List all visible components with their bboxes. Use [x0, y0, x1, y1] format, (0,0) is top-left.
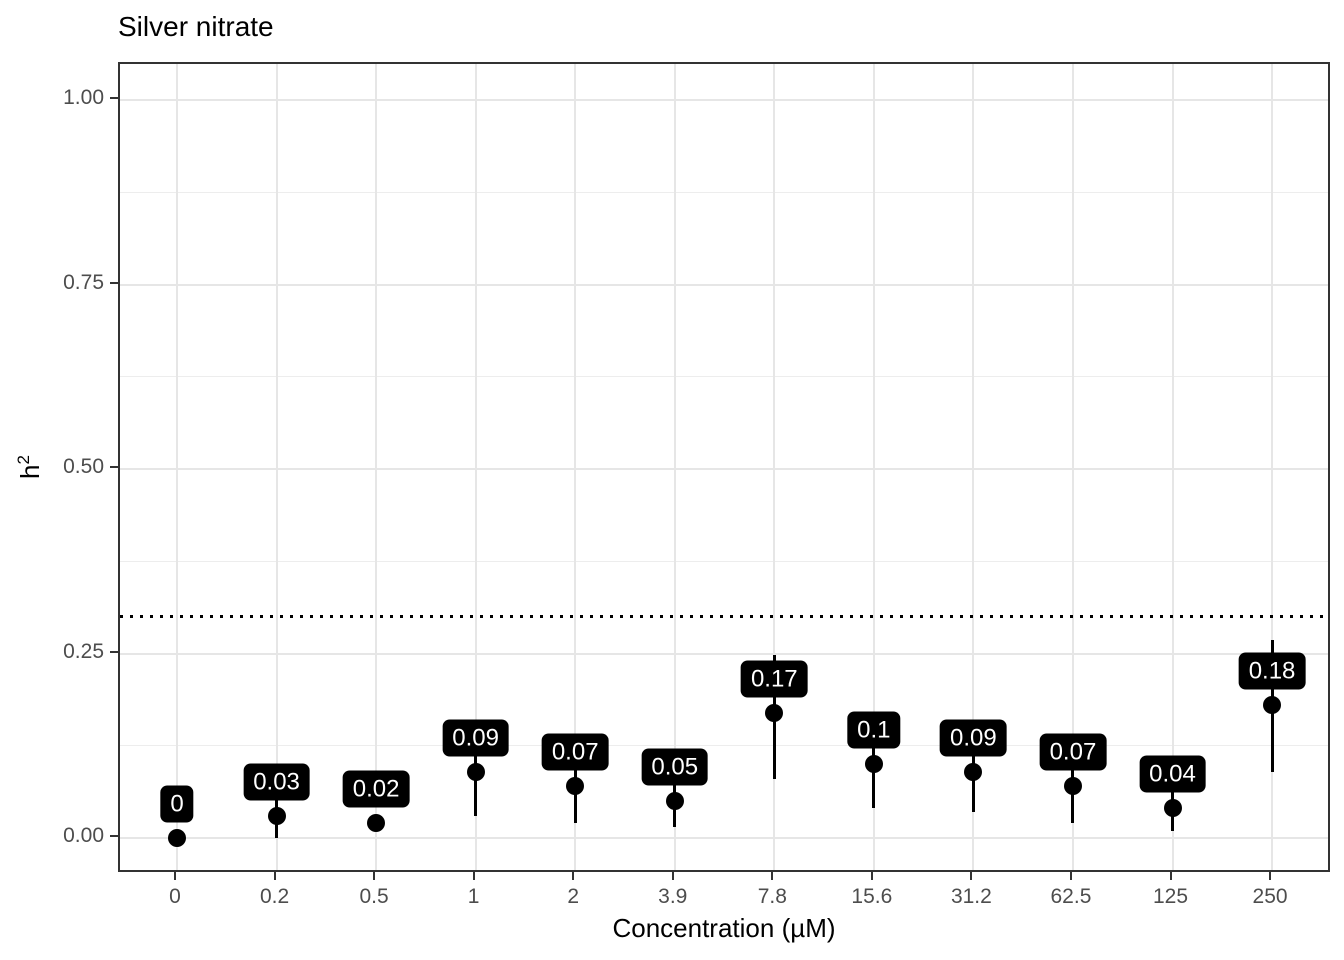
- point-label: 0: [160, 785, 194, 823]
- x-tick: [870, 872, 873, 880]
- y-tick-label: 0.25: [63, 639, 104, 663]
- x-tick-label: 0: [169, 885, 181, 908]
- grid-line-major-v: [574, 64, 577, 870]
- y-axis-title-base: h: [14, 464, 45, 479]
- x-tick: [174, 872, 176, 880]
- x-tick: [671, 872, 674, 880]
- data-point: [367, 814, 386, 833]
- data-point: [1263, 696, 1282, 715]
- point-label: 0.07: [541, 733, 609, 771]
- grid-line-major-v: [972, 64, 975, 870]
- grid-line-minor-h: [120, 560, 1328, 562]
- data-point: [267, 806, 286, 825]
- data-point: [1063, 777, 1082, 796]
- point-label: 0.18: [1238, 652, 1306, 690]
- grid-line-major-v: [176, 64, 178, 870]
- x-tick-label: 2: [567, 885, 580, 908]
- data-point: [964, 762, 983, 781]
- y-axis-title: h2: [14, 455, 46, 479]
- data-point: [1163, 799, 1182, 818]
- point-label: 0.04: [1139, 755, 1206, 793]
- y-tick: [110, 835, 118, 837]
- x-tick: [1169, 872, 1172, 880]
- data-point: [665, 792, 684, 811]
- grid-line-minor-h: [120, 745, 1328, 747]
- point-label: 0.05: [641, 748, 709, 786]
- y-tick: [110, 281, 118, 284]
- point-label: 0.09: [940, 719, 1007, 757]
- point-label: 0.09: [442, 719, 509, 757]
- grid-line-major-h: [120, 283, 1328, 286]
- plot-panel: 0 0.03 0.02 0.09 0.07 0.05 0.17 0.1 0.09 0.07 0.04…: [118, 62, 1330, 872]
- data-point: [168, 829, 186, 847]
- x-tick-label: 3.9: [658, 885, 688, 908]
- grid-line-major-v: [1171, 64, 1174, 870]
- point-label: 0.1: [847, 711, 901, 749]
- x-tick: [472, 872, 475, 880]
- data-point: [765, 703, 784, 722]
- point-label: 0.02: [342, 770, 410, 808]
- grid-line-major-v: [1271, 64, 1274, 870]
- grid-line-major-v: [275, 64, 278, 870]
- reference-line: [120, 615, 1328, 619]
- x-tick: [373, 872, 376, 880]
- grid-line-major-v: [1071, 64, 1074, 870]
- grid-line-major-h: [120, 99, 1328, 101]
- y-axis-title-exponent: 2: [14, 455, 34, 465]
- x-tick-label: 31.2: [950, 885, 992, 908]
- y-tick-label: 0.00: [63, 824, 104, 847]
- x-tick: [970, 872, 973, 880]
- x-tick-label: 1: [467, 885, 480, 908]
- data-point: [566, 777, 585, 796]
- point-label: 0.07: [1039, 733, 1107, 771]
- x-tick-label: 250: [1252, 885, 1288, 908]
- y-tick-label: 0.75: [63, 270, 104, 294]
- grid-line-major-v: [773, 64, 776, 870]
- grid-line-major-v: [673, 64, 676, 870]
- x-tick-label: 7.8: [757, 885, 787, 908]
- point-label: 0.03: [243, 763, 310, 801]
- data-point: [466, 762, 485, 781]
- x-tick: [771, 872, 774, 880]
- grid-line-minor-h: [120, 191, 1328, 193]
- x-axis-title: Concentration (µM): [612, 913, 836, 943]
- y-tick: [110, 466, 118, 468]
- chart-title: Silver nitrate: [118, 11, 274, 42]
- x-tick: [1069, 872, 1072, 880]
- grid-line-major-h: [120, 837, 1328, 839]
- data-point: [864, 755, 883, 774]
- x-tick-label: 0.2: [259, 885, 290, 908]
- x-tick-label: 0.5: [359, 885, 389, 908]
- x-tick-label: 125: [1152, 885, 1189, 908]
- grid-line-minor-h: [120, 376, 1328, 378]
- point-label: 0.17: [740, 660, 808, 698]
- grid-line-major-v: [474, 64, 477, 870]
- x-tick: [273, 872, 276, 880]
- x-tick-label: 62.5: [1050, 885, 1092, 908]
- grid-line-major-v: [375, 64, 378, 870]
- x-tick-label: 15.6: [851, 885, 893, 908]
- y-tick-label: 0.50: [63, 455, 104, 478]
- y-tick: [110, 650, 118, 653]
- y-tick-label: 1.00: [63, 86, 104, 109]
- x-tick: [572, 872, 575, 880]
- grid-line-major-v: [872, 64, 875, 870]
- grid-line-major-h: [120, 652, 1328, 655]
- x-tick: [1269, 872, 1272, 880]
- grid-line-major-h: [120, 468, 1328, 470]
- y-tick: [110, 97, 118, 99]
